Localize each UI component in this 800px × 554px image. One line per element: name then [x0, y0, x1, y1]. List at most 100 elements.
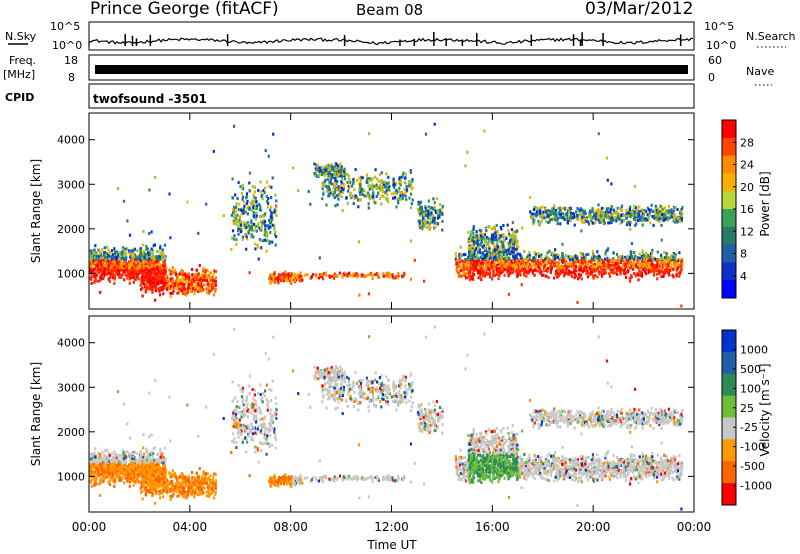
nsky-panel: N.Sky 10^5 10^0 10^5 10^0 N.Search — [5, 20, 796, 52]
range-gate-cell — [379, 183, 382, 187]
range-gate-cell — [185, 293, 188, 297]
range-gate-cell — [402, 171, 405, 175]
range-gate-cell — [591, 221, 595, 225]
range-gate-cell — [533, 206, 536, 209]
freq-label: Freq. — [9, 54, 36, 67]
range-gate-cell — [577, 208, 581, 212]
range-gate-cell — [666, 209, 669, 213]
range-gate-cell — [638, 256, 641, 260]
range-gate-cell — [212, 275, 215, 279]
range-gate-cell — [397, 197, 400, 201]
range-gate-cell — [268, 218, 271, 222]
range-gate-cell — [518, 259, 521, 263]
range-gate-cell — [460, 265, 463, 269]
range-gate-cell — [668, 216, 671, 220]
range-gate-cell — [624, 264, 627, 268]
range-gate-cell — [239, 230, 243, 234]
range-gate-cell — [211, 287, 214, 291]
range-gate-cell — [536, 269, 539, 273]
range-gate-cell — [494, 231, 497, 235]
range-gate-cell — [337, 197, 340, 201]
range-gate-cell — [166, 276, 169, 280]
range-gate-cell — [149, 287, 152, 291]
range-gate-cell — [596, 209, 599, 212]
range-gate-cell — [655, 265, 658, 269]
range-gate-cell — [467, 272, 470, 276]
range-gate-cell — [651, 252, 654, 256]
range-gate-cell — [579, 251, 583, 255]
range-gate-cell — [181, 282, 184, 286]
range-gate-cell — [537, 219, 540, 223]
range-gate-cell — [380, 178, 383, 182]
range-gate-cell — [287, 275, 291, 279]
range-gate-cell — [464, 266, 467, 270]
range-gate-cell — [398, 175, 402, 179]
range-gate-cell — [337, 172, 340, 176]
range-gate-cell — [368, 196, 371, 200]
colorbar-swatch — [722, 209, 736, 228]
range-gate-cell — [481, 265, 484, 269]
range-gate-cell — [172, 289, 175, 293]
colorbar-tick-label: 28 — [740, 136, 754, 149]
range-gate-cell — [663, 268, 666, 272]
range-gate-cell — [491, 274, 494, 278]
range-gate-cell — [525, 274, 528, 278]
range-gate-cell — [359, 184, 362, 188]
range-gate-cell — [482, 236, 485, 240]
range-gate-cell — [352, 274, 355, 278]
range-gate-cell — [96, 264, 99, 268]
range-gate-cell — [481, 261, 484, 265]
range-gate-cell — [614, 262, 617, 266]
range-gate-cell — [619, 261, 623, 264]
range-gate-cell — [539, 271, 542, 275]
range-gate-cell — [662, 275, 665, 278]
range-gate-cell — [171, 270, 174, 274]
range-gate-cell — [462, 271, 465, 275]
range-gate-cell — [183, 288, 186, 291]
range-gate-cell — [629, 252, 632, 256]
range-gate-cell — [325, 171, 328, 175]
range-gate-cell — [498, 255, 501, 259]
range-gate-cell — [116, 269, 119, 272]
range-gate-cell — [131, 253, 134, 257]
range-gate-cell — [231, 196, 234, 200]
range-gate-cell — [630, 242, 633, 245]
range-gate-cell — [159, 280, 162, 284]
range-gate-cell — [332, 176, 335, 180]
range-gate-cell — [161, 256, 164, 260]
range-gate-cell — [579, 263, 582, 267]
range-gate-cell — [379, 188, 382, 192]
range-gate-cell — [147, 274, 150, 277]
range-gate-cell — [496, 273, 499, 277]
range-gate-cell — [89, 276, 92, 280]
range-gate-cell — [527, 261, 530, 265]
range-gate-cell — [593, 269, 596, 273]
range-gate-cell — [619, 208, 622, 212]
range-gate-cell — [611, 264, 614, 268]
range-gate-cell — [355, 272, 358, 276]
range-gate-cell — [197, 272, 200, 276]
range-gate-cell — [547, 216, 550, 220]
range-gate-cell — [617, 266, 620, 270]
range-gate-cell — [456, 265, 459, 269]
range-gate-cell — [313, 162, 316, 166]
range-gate-cell — [283, 275, 286, 279]
range-gate-cell — [607, 221, 610, 225]
range-gate-cell — [284, 270, 287, 274]
range-gate-cell — [268, 241, 271, 245]
range-gate-cell — [489, 262, 492, 266]
range-gate-cell — [374, 168, 377, 172]
range-gate-cell — [667, 271, 670, 275]
range-gate-cell — [556, 275, 559, 279]
range-gate-cell — [114, 275, 117, 279]
range-gate-cell — [551, 217, 554, 221]
range-gate-cell — [140, 266, 143, 270]
range-gate-cell — [458, 260, 461, 264]
date-label: 03/Mar/2012 — [585, 0, 693, 19]
range-gate-cell — [517, 264, 520, 268]
range-gate-cell — [632, 208, 635, 211]
range-gate-cell — [133, 254, 136, 258]
range-gate-cell — [656, 260, 659, 264]
range-gate-cell — [606, 248, 609, 252]
range-gate-cell — [477, 260, 480, 264]
